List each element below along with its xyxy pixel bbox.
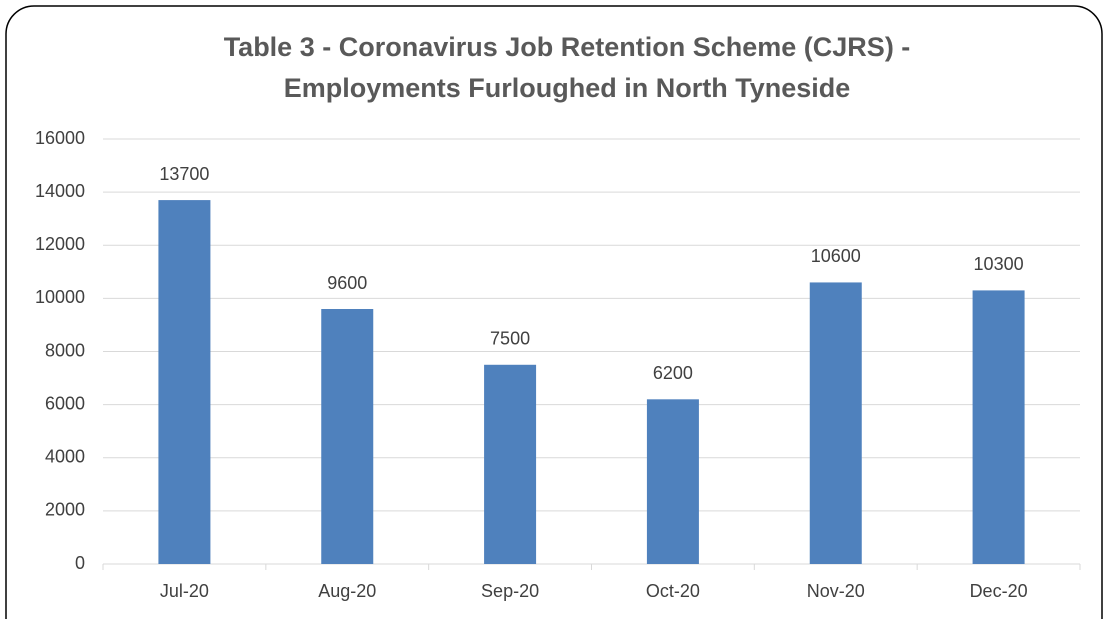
x-tick-label: Nov-20	[807, 581, 865, 601]
bar	[484, 364, 537, 564]
y-tick-label: 16000	[35, 128, 85, 148]
y-tick-label: 14000	[35, 181, 85, 201]
y-tick-label: 8000	[45, 340, 85, 360]
bar	[321, 309, 374, 564]
bar	[646, 399, 699, 564]
data-label: 10600	[811, 246, 861, 266]
y-tick-label: 4000	[45, 447, 85, 467]
data-label: 13700	[159, 164, 209, 184]
x-tick-label: Oct-20	[646, 581, 700, 601]
y-tick-label: 10000	[35, 287, 85, 307]
chart-title: Table 3 - Coronavirus Job Retention Sche…	[224, 32, 911, 62]
bar	[158, 200, 211, 564]
x-tick-label: Sep-20	[481, 581, 539, 601]
y-tick-label: 2000	[45, 500, 85, 520]
x-tick-label: Jul-20	[160, 581, 209, 601]
bar	[972, 290, 1025, 564]
y-tick-label: 6000	[45, 393, 85, 413]
chart-title: Employments Furloughed in North Tyneside	[284, 73, 851, 103]
bar	[809, 282, 862, 564]
y-tick-label: 12000	[35, 234, 85, 254]
x-tick-label: Aug-20	[318, 581, 376, 601]
data-label: 9600	[327, 273, 367, 293]
data-label: 6200	[653, 363, 693, 383]
x-tick-label: Dec-20	[970, 581, 1028, 601]
data-label: 7500	[490, 329, 530, 349]
data-label: 10300	[974, 254, 1024, 274]
y-tick-label: 0	[75, 553, 85, 573]
